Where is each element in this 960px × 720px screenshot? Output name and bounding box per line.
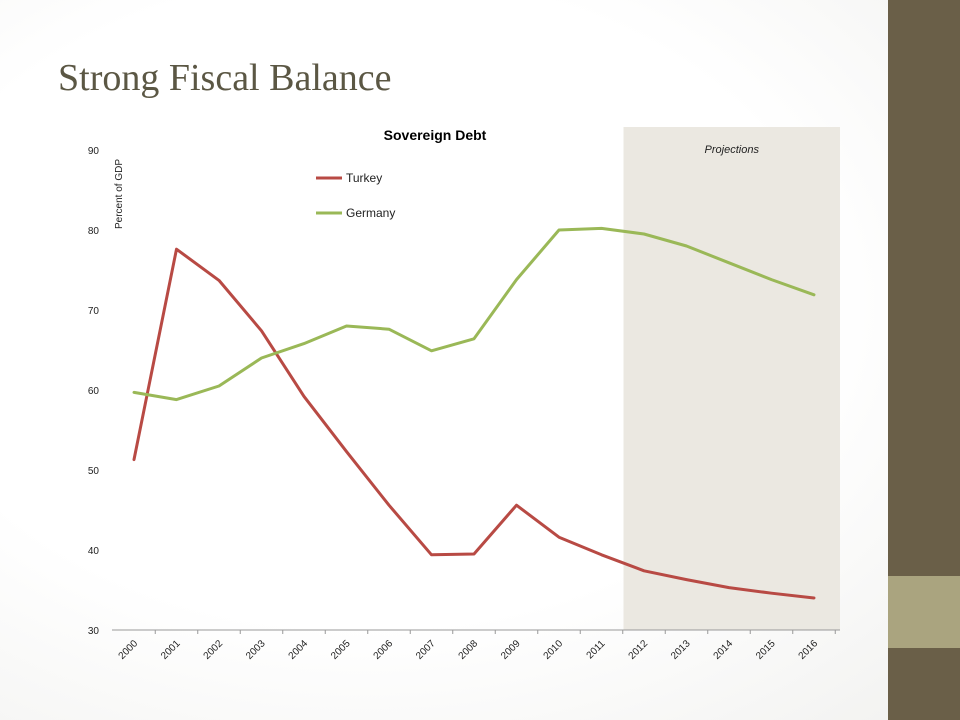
projection-shade — [623, 127, 840, 630]
x-tick-label: 2010 — [542, 638, 566, 662]
x-tick-label: 2004 — [287, 638, 311, 662]
x-tick-label: 2001 — [159, 638, 183, 662]
x-axis: 2000 2001 2002 2003 2004 2005 2006 2007 2008 2009… — [117, 630, 836, 662]
sidebar-light-band — [888, 576, 960, 648]
x-tick-label: 2003 — [244, 638, 268, 662]
x-tick-label: 2014 — [712, 638, 736, 662]
x-tick-label: 2012 — [627, 638, 651, 662]
legend: Turkey Germany — [316, 171, 395, 220]
sidebar-dark-bottom — [888, 648, 960, 720]
y-tick-label: 60 — [88, 386, 100, 397]
x-tick-label: 2015 — [754, 638, 778, 662]
y-tick-label: 80 — [88, 226, 100, 237]
legend-label-turkey: Turkey — [346, 171, 382, 185]
plot-area — [132, 226, 816, 600]
x-tick-label: 2002 — [202, 638, 226, 662]
x-tick-label: 2008 — [457, 638, 481, 662]
slide-title: Strong Fiscal Balance — [58, 57, 392, 99]
x-tick-label: 2007 — [414, 638, 438, 662]
x-tick-label: 2006 — [372, 638, 396, 662]
y-tick-label: 40 — [88, 546, 100, 557]
x-tick-label: 2016 — [797, 638, 821, 662]
y-axis-label: Percent of GDP — [114, 159, 125, 229]
x-tick-label: 2000 — [117, 638, 141, 662]
series-line-turkey — [132, 247, 816, 600]
legend-label-germany: Germany — [346, 206, 395, 220]
chart-title: Sovereign Debt — [384, 127, 487, 143]
sovereign-debt-chart: Projections Sovereign Debt Percent of GD… — [88, 127, 840, 662]
series-line-germany — [132, 226, 816, 402]
x-tick-label: 2013 — [669, 638, 693, 662]
projection-label: Projections — [705, 144, 760, 156]
x-tick-label: 2009 — [499, 638, 523, 662]
x-tick-label: 2011 — [585, 638, 608, 661]
y-tick-label: 70 — [88, 306, 100, 317]
y-tick-label: 50 — [88, 466, 100, 477]
y-tick-label: 30 — [88, 626, 100, 637]
sidebar-dark-top — [888, 0, 960, 576]
y-axis: 30 40 50 60 70 80 90 — [88, 146, 100, 637]
x-tick-label: 2005 — [329, 638, 353, 662]
y-tick-label: 90 — [88, 146, 100, 157]
